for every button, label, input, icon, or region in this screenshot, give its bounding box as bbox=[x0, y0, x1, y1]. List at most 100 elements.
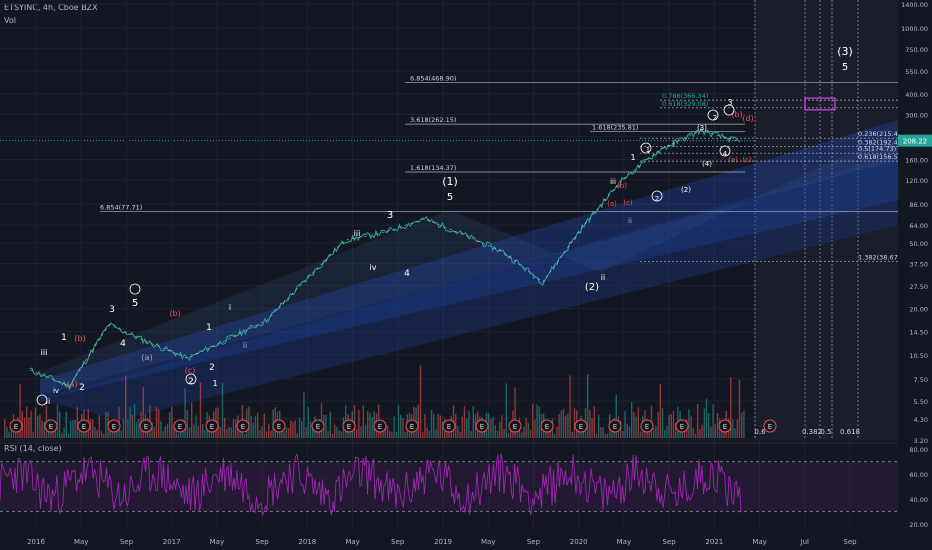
wave-label: iii bbox=[610, 178, 616, 186]
volume-bar bbox=[395, 431, 397, 438]
volume-bar bbox=[111, 431, 114, 438]
volume-bar bbox=[78, 429, 81, 438]
volume-bar bbox=[283, 430, 285, 438]
volume-bar bbox=[175, 430, 177, 438]
volume-bar bbox=[259, 430, 261, 438]
wave-label: 4 bbox=[404, 269, 410, 279]
volume-bar bbox=[384, 429, 386, 438]
volume-bar bbox=[34, 407, 37, 438]
volume-bar bbox=[338, 430, 340, 438]
price-line bbox=[29, 128, 741, 391]
channel-upper bbox=[40, 120, 898, 400]
volume-bar bbox=[688, 409, 690, 438]
volume-bar bbox=[127, 419, 129, 438]
earnings-marker bbox=[640, 419, 654, 433]
volume-bar bbox=[525, 417, 527, 438]
earnings-marker-label: E bbox=[277, 423, 281, 431]
wave-label: (a) bbox=[66, 380, 77, 389]
volume-bar bbox=[217, 407, 219, 438]
volume-bar bbox=[670, 414, 672, 438]
earnings-marker bbox=[718, 419, 732, 433]
volume-bar bbox=[133, 403, 136, 438]
earnings-marker-label: E bbox=[82, 423, 86, 431]
volume-bar bbox=[527, 422, 529, 438]
price-axis-label: 120.00 bbox=[905, 177, 928, 185]
volume-bar bbox=[318, 431, 320, 438]
fib-label: 0.786(366.34) bbox=[662, 92, 708, 100]
volume-bar bbox=[514, 387, 516, 438]
volume-bar bbox=[173, 427, 175, 438]
volume-bar bbox=[367, 411, 369, 438]
price-axis-label: 86.00 bbox=[909, 201, 928, 209]
volume-bar bbox=[138, 418, 140, 438]
chart-header-symbol: ETSYINC, 4h, Cboe BZX bbox=[4, 3, 98, 12]
volume-bar bbox=[356, 428, 358, 438]
rsi-line bbox=[0, 453, 742, 517]
volume-bar bbox=[56, 404, 59, 438]
volume-bar bbox=[160, 421, 162, 438]
volume-bar bbox=[252, 422, 254, 438]
volume-bar bbox=[131, 414, 133, 438]
volume-bar bbox=[362, 405, 364, 438]
volume-bar bbox=[30, 410, 32, 438]
wave-label: 3 bbox=[387, 210, 393, 221]
volume-bar bbox=[653, 427, 655, 438]
wave-label: i bbox=[673, 141, 675, 149]
wave-label: 1 bbox=[206, 323, 212, 333]
wave-circle bbox=[707, 109, 719, 121]
earnings-marker-label: E bbox=[112, 423, 116, 431]
volume-bar bbox=[554, 433, 556, 438]
volume-bar bbox=[389, 430, 391, 438]
volume-bar bbox=[668, 415, 670, 438]
volume-bar bbox=[129, 406, 131, 438]
volume-bar bbox=[219, 426, 221, 438]
volume-bar bbox=[103, 433, 105, 438]
volume-bar bbox=[595, 433, 598, 438]
price-axis-label: 14.50 bbox=[909, 329, 928, 337]
earnings-marker-label: E bbox=[347, 423, 351, 431]
wave-circle bbox=[640, 142, 652, 154]
volume-bar bbox=[162, 431, 164, 438]
wave-label: ii bbox=[243, 341, 247, 350]
fib-label: 3.618(262.15) bbox=[410, 116, 456, 124]
volume-bar bbox=[738, 379, 741, 438]
price-axis-bg bbox=[898, 0, 932, 550]
volume-bar bbox=[743, 410, 745, 438]
wave-circle bbox=[651, 190, 663, 202]
earnings-marker bbox=[763, 419, 777, 433]
price-axis-label: 10.50 bbox=[909, 352, 928, 360]
volume-bar bbox=[186, 409, 188, 438]
volume-bar bbox=[197, 425, 199, 438]
volume-bar bbox=[593, 406, 595, 438]
volume-bar bbox=[655, 425, 657, 438]
wave-label: (c) bbox=[623, 199, 633, 207]
earnings-marker bbox=[442, 419, 456, 433]
volume-bar bbox=[624, 410, 626, 438]
price-axis-label: 27.50 bbox=[909, 283, 928, 291]
volume-bar bbox=[19, 384, 21, 438]
volume-bar bbox=[470, 431, 472, 438]
volume-bar bbox=[602, 427, 604, 438]
volume-bar bbox=[76, 407, 78, 438]
volume-bar bbox=[364, 424, 367, 438]
volume-bar bbox=[301, 421, 303, 438]
wave-label: (b) bbox=[617, 182, 627, 190]
volume-bar bbox=[699, 429, 701, 438]
volume-bar bbox=[224, 417, 226, 438]
volume-bar bbox=[195, 415, 197, 438]
earnings-marker-label: E bbox=[680, 423, 684, 431]
volume-bar bbox=[536, 404, 538, 438]
volume-bar bbox=[637, 407, 639, 438]
volume-bar bbox=[534, 419, 536, 438]
price-axis-label: 5.50 bbox=[914, 398, 928, 406]
volume-bar bbox=[248, 406, 250, 438]
earnings-marker bbox=[405, 419, 419, 433]
volume-bar bbox=[589, 409, 591, 438]
volume-bar bbox=[199, 382, 202, 438]
volume-bar bbox=[166, 424, 169, 438]
volume-bar bbox=[426, 427, 428, 438]
target-box bbox=[804, 97, 836, 111]
rsi-pane bbox=[0, 442, 932, 517]
volume-bar bbox=[63, 427, 65, 438]
